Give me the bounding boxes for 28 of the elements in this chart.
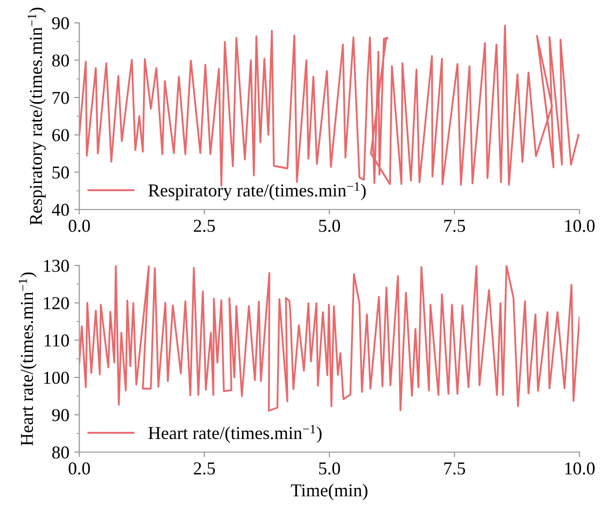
y-tick-label: 90 [52, 17, 69, 30]
y-tick-label: 70 [52, 92, 69, 104]
y-tick-label: 50 [52, 166, 69, 179]
y-tick-label: 60 [52, 129, 69, 142]
y-tick-label: 110 [44, 334, 69, 347]
x-axis-title: Time(min) [290, 484, 368, 500]
y-tick-label: 100 [44, 372, 69, 384]
y-tick-label: 90 [52, 409, 69, 422]
x-tick-label: 2.5 [194, 220, 215, 232]
x-tick-label: 10.0 [565, 220, 595, 232]
x-tick-label: 2.5 [194, 462, 215, 475]
x-tick-label: 7.5 [444, 462, 466, 475]
y-tick-label: 80 [52, 54, 69, 67]
y-axis-title: Heart rate/(times.min$^{−1}$) [18, 272, 37, 446]
y-axis-title: Respiratory rate/(times.min$^{−1}$) [28, 8, 46, 225]
x-tick-label: 7.5 [444, 220, 466, 232]
y-tick-label: 120 [44, 297, 69, 310]
line-series [79, 265, 580, 412]
x-tick-label: 5.0 [319, 220, 340, 232]
x-tick-label: 5.0 [319, 462, 340, 475]
legend-label: Respiratory rate/(times.min$^{−1}$) [148, 182, 366, 200]
legend-label: Heart rate/(times.min$^{−1}$) [148, 424, 322, 443]
x-tick-label: 0.0 [68, 220, 90, 232]
y-tick-label: 80 [52, 446, 69, 459]
x-tick-label: 10.0 [565, 462, 595, 475]
y-tick-label: 130 [44, 260, 69, 272]
y-tick-label: 40 [52, 204, 69, 216]
x-tick-label: 0.0 [68, 462, 90, 475]
